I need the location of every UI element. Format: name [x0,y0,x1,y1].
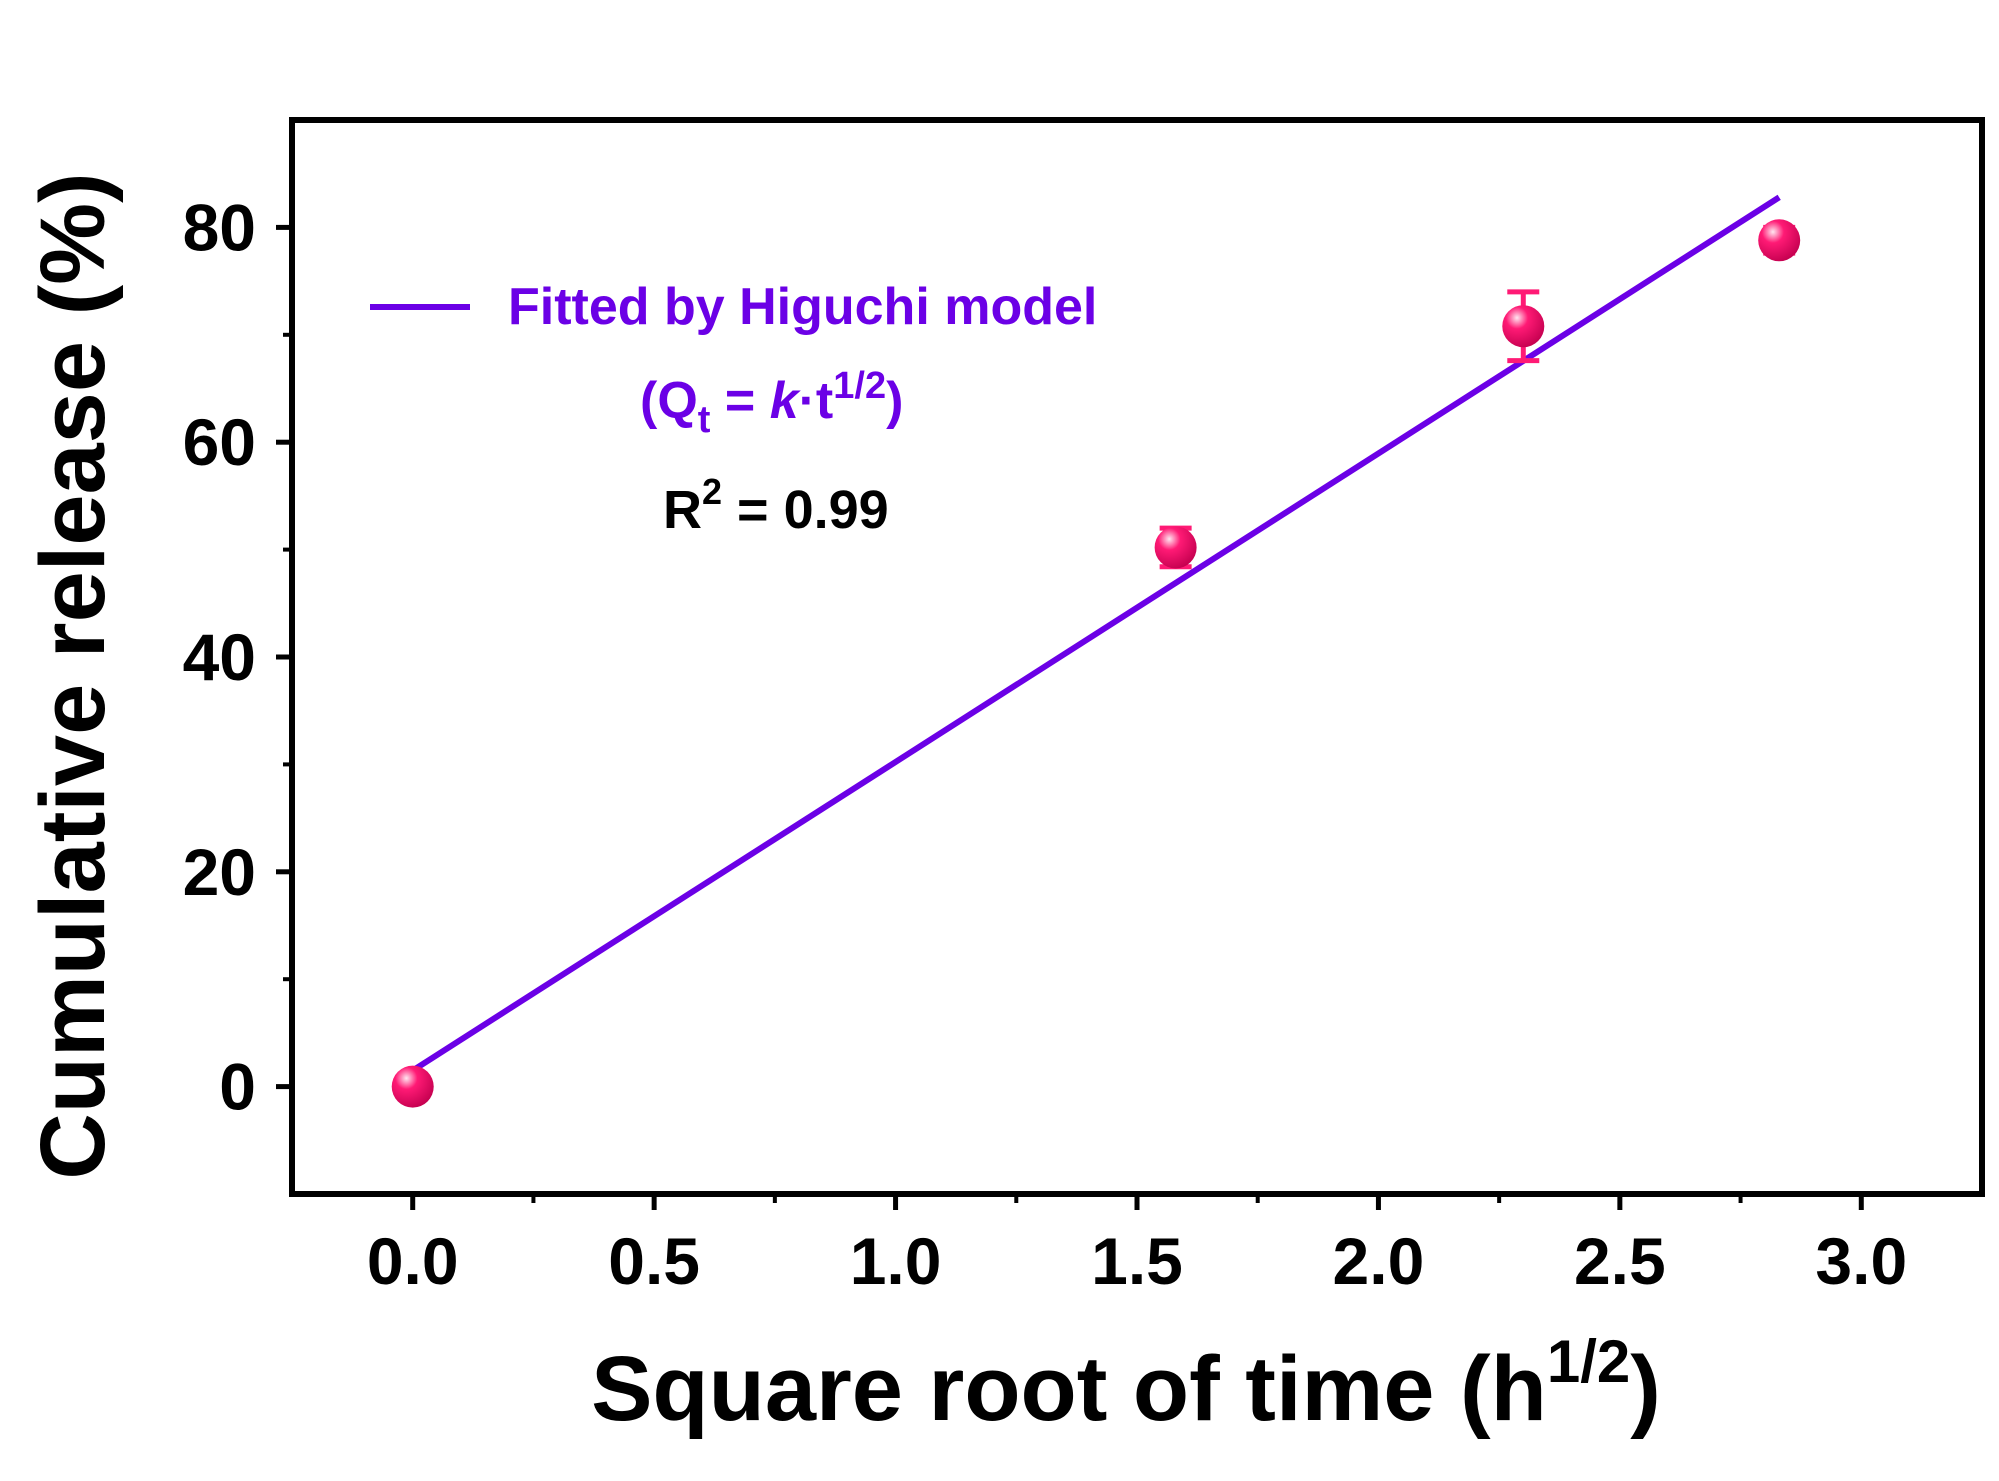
x-tick-label: 0.5 [608,1224,700,1298]
x-axis-label-main: Square root of time (h [591,1338,1547,1440]
fit-line [411,194,1781,1074]
equation-open: (Q [640,372,698,430]
x-tick-label: 2.5 [1574,1224,1666,1298]
x-tick-label: 0.0 [367,1224,459,1298]
r2-rest: = 0.99 [722,480,889,540]
y-tick-label: 60 [183,405,256,479]
data-point [391,1065,434,1108]
x-axis-label-sup: 1/2 [1547,1328,1630,1395]
equation-annotation: (Qt = k·t1/2) [640,365,903,441]
equation-close: ) [886,372,903,430]
x-tick-label: 2.0 [1333,1224,1425,1298]
equation-mid: = [710,372,769,430]
y-tick-label: 20 [183,835,256,909]
data-point [1154,526,1197,569]
plot-frame [289,117,1985,1197]
data-point [1502,305,1545,348]
y-tick-label: 80 [183,190,256,264]
x-axis-label-close: ) [1630,1338,1661,1440]
fit-layer [411,194,1781,1074]
r2-sup: 2 [702,471,722,512]
y-tick-label: 40 [183,620,256,694]
r-squared-annotation: R2 = 0.99 [663,471,889,540]
legend-fit-label: Fitted by Higuchi model [508,278,1097,336]
equation-k: k [770,372,802,430]
equation-sup: 1/2 [833,365,886,407]
x-tick-label: 3.0 [1815,1224,1907,1298]
equation-sub: t [698,399,711,441]
data-point [1758,219,1801,262]
y-tick-label: 0 [219,1050,256,1124]
x-tick-label: 1.0 [850,1224,942,1298]
equation-rest: ·t [799,372,834,430]
y-axis-label: Cumulative release (%) [22,172,124,1179]
ticks-layer: 0.0 0.5 1.0 1.5 2.0 2.5 3.0 0 20 40 60 80 [183,190,1908,1298]
x-axis-label: Square root of time (h1/2) [591,1328,1661,1440]
r2-prefix: R [663,480,702,540]
points-layer [391,219,1801,1108]
x-tick-label: 1.5 [1091,1224,1183,1298]
